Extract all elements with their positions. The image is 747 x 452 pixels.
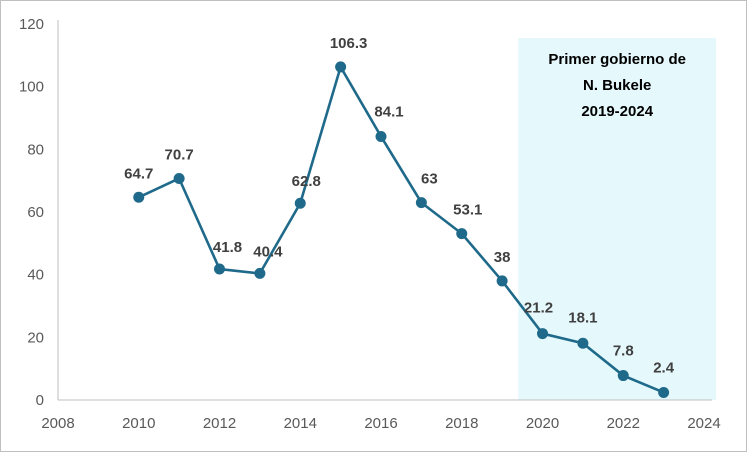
x-tick-label: 2022 <box>607 415 640 432</box>
data-point <box>375 130 387 142</box>
data-label: 64.7 <box>124 165 153 182</box>
data-label: 21.2 <box>524 300 553 317</box>
data-point <box>577 337 589 349</box>
data-point <box>294 197 306 209</box>
x-tick-label: 2016 <box>364 415 397 432</box>
x-tick-label: 2024 <box>687 415 720 432</box>
y-tick-label: 100 <box>19 79 44 96</box>
data-point <box>335 61 347 73</box>
data-label: 7.8 <box>613 343 634 360</box>
x-tick-label: 2018 <box>445 415 478 432</box>
data-label: 41.8 <box>213 239 242 256</box>
data-point <box>617 370 629 382</box>
data-label: 53.1 <box>453 202 482 219</box>
data-point <box>658 386 670 398</box>
data-label: 40.4 <box>253 243 283 260</box>
data-label: 18.1 <box>568 309 597 326</box>
data-point <box>254 267 266 279</box>
highlight-text-line: N. Bukele <box>583 77 651 94</box>
data-point <box>415 197 427 209</box>
y-tick-label: 80 <box>27 141 44 158</box>
y-tick-label: 20 <box>27 329 44 346</box>
data-point <box>456 228 468 240</box>
y-tick-label: 60 <box>27 204 44 221</box>
highlight-band <box>518 38 717 400</box>
x-tick-label: 2020 <box>526 415 559 432</box>
y-tick-label: 120 <box>19 16 44 33</box>
data-label: 70.7 <box>165 146 194 163</box>
y-tick-label: 40 <box>27 267 44 284</box>
data-point <box>133 191 145 203</box>
data-label: 62.8 <box>292 173 321 190</box>
data-point <box>214 263 225 275</box>
data-label: 38 <box>494 249 511 266</box>
y-tick-label: 0 <box>36 392 44 409</box>
data-point <box>496 275 508 287</box>
data-label: 84.1 <box>374 103 403 120</box>
data-point <box>173 172 185 184</box>
highlight-text-line: 2019-2024 <box>581 103 653 120</box>
x-tick-label: 2008 <box>41 415 74 432</box>
x-tick-label: 2014 <box>284 415 317 432</box>
x-tick-label: 2010 <box>122 415 155 432</box>
data-label: 2.4 <box>653 359 675 376</box>
x-tick-label: 2012 <box>203 415 236 432</box>
series-line <box>138 65 665 394</box>
highlight-text-line: Primer gobierno de <box>548 51 686 68</box>
data-point <box>537 328 548 340</box>
data-label: 106.3 <box>330 35 368 52</box>
data-label: 63 <box>421 171 438 188</box>
